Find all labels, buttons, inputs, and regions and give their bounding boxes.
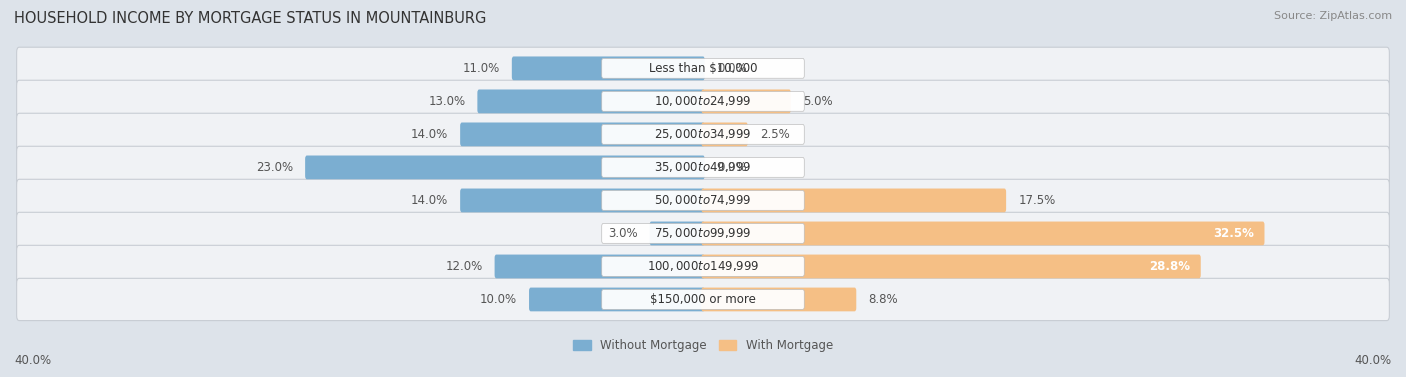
FancyBboxPatch shape (512, 57, 704, 80)
FancyBboxPatch shape (17, 80, 1389, 123)
FancyBboxPatch shape (702, 188, 1007, 212)
FancyBboxPatch shape (495, 254, 704, 278)
FancyBboxPatch shape (460, 188, 704, 212)
FancyBboxPatch shape (17, 146, 1389, 188)
FancyBboxPatch shape (17, 47, 1389, 89)
FancyBboxPatch shape (702, 222, 1264, 245)
FancyBboxPatch shape (702, 254, 1201, 278)
FancyBboxPatch shape (602, 124, 804, 144)
FancyBboxPatch shape (602, 158, 804, 177)
Text: $150,000 or more: $150,000 or more (650, 293, 756, 306)
Text: 13.0%: 13.0% (429, 95, 465, 108)
Text: $10,000 to $24,999: $10,000 to $24,999 (654, 94, 752, 108)
FancyBboxPatch shape (602, 190, 804, 210)
Text: 28.8%: 28.8% (1150, 260, 1191, 273)
FancyBboxPatch shape (478, 89, 704, 113)
FancyBboxPatch shape (650, 222, 704, 245)
FancyBboxPatch shape (702, 288, 856, 311)
FancyBboxPatch shape (17, 113, 1389, 155)
Text: Less than $10,000: Less than $10,000 (648, 62, 758, 75)
Text: 11.0%: 11.0% (463, 62, 499, 75)
Text: 17.5%: 17.5% (1018, 194, 1056, 207)
Text: 23.0%: 23.0% (256, 161, 292, 174)
FancyBboxPatch shape (602, 92, 804, 111)
Text: $75,000 to $99,999: $75,000 to $99,999 (654, 227, 752, 241)
Text: 12.0%: 12.0% (446, 260, 482, 273)
FancyBboxPatch shape (702, 123, 748, 146)
Text: 3.0%: 3.0% (607, 227, 637, 240)
Text: 40.0%: 40.0% (1355, 354, 1392, 367)
FancyBboxPatch shape (602, 290, 804, 310)
FancyBboxPatch shape (702, 89, 790, 113)
FancyBboxPatch shape (602, 224, 804, 243)
Text: 10.0%: 10.0% (479, 293, 517, 306)
FancyBboxPatch shape (17, 245, 1389, 288)
Text: 14.0%: 14.0% (411, 194, 449, 207)
Text: 0.0%: 0.0% (717, 62, 747, 75)
Text: 32.5%: 32.5% (1213, 227, 1254, 240)
Legend: Without Mortgage, With Mortgage: Without Mortgage, With Mortgage (574, 339, 832, 352)
Text: $100,000 to $149,999: $100,000 to $149,999 (647, 259, 759, 273)
Text: $50,000 to $74,999: $50,000 to $74,999 (654, 193, 752, 207)
Text: HOUSEHOLD INCOME BY MORTGAGE STATUS IN MOUNTAINBURG: HOUSEHOLD INCOME BY MORTGAGE STATUS IN M… (14, 11, 486, 26)
FancyBboxPatch shape (17, 179, 1389, 222)
Text: 14.0%: 14.0% (411, 128, 449, 141)
FancyBboxPatch shape (305, 155, 704, 179)
Text: $25,000 to $34,999: $25,000 to $34,999 (654, 127, 752, 141)
FancyBboxPatch shape (460, 123, 704, 146)
Text: Source: ZipAtlas.com: Source: ZipAtlas.com (1274, 11, 1392, 21)
Text: 5.0%: 5.0% (803, 95, 832, 108)
FancyBboxPatch shape (529, 288, 704, 311)
FancyBboxPatch shape (602, 58, 804, 78)
Text: 0.0%: 0.0% (717, 161, 747, 174)
Text: $35,000 to $49,999: $35,000 to $49,999 (654, 160, 752, 175)
FancyBboxPatch shape (602, 256, 804, 276)
Text: 40.0%: 40.0% (14, 354, 51, 367)
FancyBboxPatch shape (17, 212, 1389, 254)
Text: 8.8%: 8.8% (869, 293, 898, 306)
Text: 2.5%: 2.5% (759, 128, 790, 141)
FancyBboxPatch shape (17, 278, 1389, 320)
